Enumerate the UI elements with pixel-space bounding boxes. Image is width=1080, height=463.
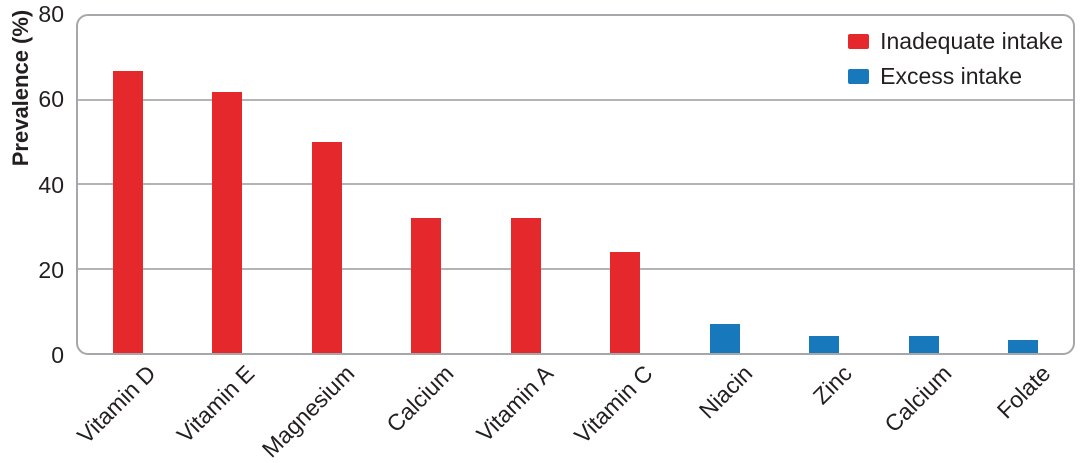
x-tick-label-calcium: Calcium [879, 360, 957, 438]
x-tick-label-niacin: Niacin [693, 360, 758, 424]
bar-vitamin-a [511, 218, 541, 353]
y-axis: 0 20 40 60 80 [0, 1, 64, 368]
bar-zinc [809, 336, 839, 353]
legend-swatch-icon [848, 69, 870, 84]
gridline-20 [78, 268, 1073, 270]
bar-niacin [710, 324, 740, 353]
x-tick-label-calcium: Calcium [381, 360, 459, 438]
x-tick-label-vitamin-d: Vitamin D [71, 360, 161, 449]
legend-label: Excess intake [880, 63, 1023, 89]
x-tick-label-folate: Folate [991, 360, 1056, 424]
y-tick-label-40: 40 [38, 172, 64, 198]
bar-folate [1008, 340, 1038, 353]
legend: Inadequate intake Excess intake [848, 27, 1063, 91]
bar-vitamin-e [212, 92, 242, 353]
plot-area [76, 14, 1075, 355]
bar-calcium [909, 336, 939, 353]
legend-entry-1: Excess intake [848, 62, 1063, 91]
x-tick-label-vitamin-a: Vitamin A [471, 360, 559, 447]
legend-label: Inadequate intake [880, 28, 1063, 54]
legend-entry-0: Inadequate intake [848, 27, 1063, 56]
y-tick-label-20: 20 [38, 257, 64, 283]
bar-calcium [411, 218, 441, 353]
gridline-60 [78, 99, 1073, 101]
bar-magnesium [312, 142, 342, 353]
x-tick-label-zinc: Zinc [807, 360, 857, 410]
x-tick-label-magnesium: Magnesium [256, 360, 360, 463]
y-tick-label-0: 0 [51, 342, 64, 368]
gridline-40 [78, 183, 1073, 185]
x-tick-label-vitamin-c: Vitamin C [568, 360, 658, 449]
y-tick-label-80: 80 [38, 1, 64, 27]
bar-vitamin-c [610, 252, 640, 353]
legend-swatch-icon [848, 34, 870, 49]
x-tick-label-vitamin-e: Vitamin E [171, 360, 260, 448]
x-axis: Vitamin D Vitamin E Magnesium Calcium Vitami… [72, 358, 1073, 463]
y-tick-label-60: 60 [38, 86, 64, 112]
bar-vitamin-d [113, 71, 143, 353]
